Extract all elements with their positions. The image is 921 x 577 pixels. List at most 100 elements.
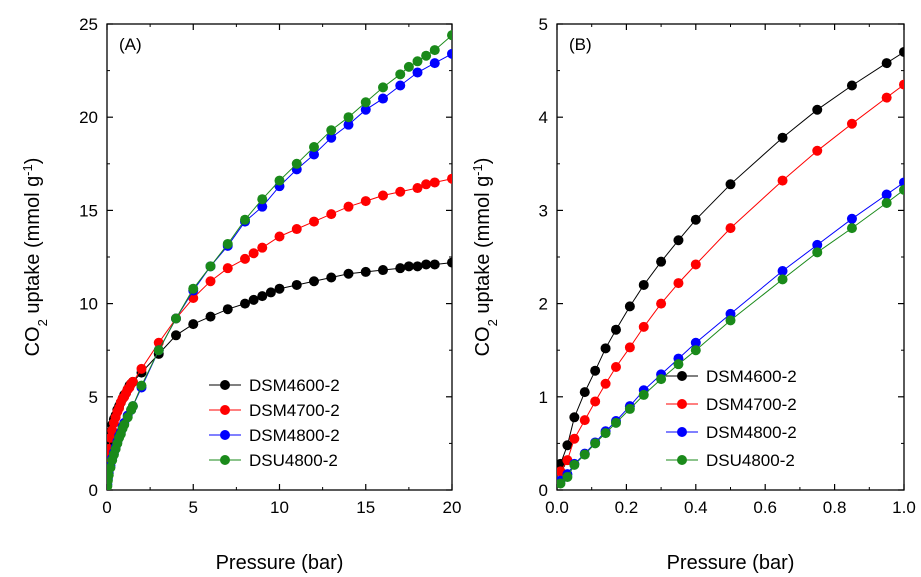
legend: DSM4600-2 DSM4700-2 DSM4800-2 DSU4800-2 [209, 376, 340, 470]
data-point [725, 179, 736, 190]
series-dsm4700-2 [107, 173, 452, 468]
data-point [274, 231, 285, 242]
data-point [899, 177, 904, 188]
data-point [610, 417, 621, 428]
data-point [274, 283, 285, 294]
legend-item: DSM4600-2 [209, 376, 340, 395]
data-point [188, 319, 199, 330]
y-tick-label: 5 [89, 388, 98, 407]
x-tick-label: 0 [102, 498, 111, 517]
data-point [205, 311, 216, 322]
data-point [378, 265, 388, 276]
x-tick-label: 0.8 [823, 498, 847, 517]
y-tick-label: 0 [89, 481, 98, 500]
legend-label: DSM4600-2 [706, 367, 797, 386]
legend-item: DSM4800-2 [209, 426, 340, 445]
data-point [569, 412, 580, 423]
data-point [610, 361, 621, 372]
data-point [846, 80, 857, 91]
data-point [343, 112, 354, 123]
legend-item: DSM4600-2 [666, 367, 797, 386]
data-point [690, 214, 701, 225]
data-point [248, 248, 259, 259]
data-point [624, 301, 635, 312]
data-point [447, 30, 452, 41]
data-point [881, 92, 892, 103]
data-point [881, 58, 892, 69]
data-point [222, 304, 233, 315]
data-point [610, 324, 621, 335]
x-tick-label: 0.2 [615, 498, 639, 517]
x-tick-label: 15 [356, 498, 375, 517]
data-point [673, 235, 684, 246]
data-point [812, 247, 823, 258]
data-point [600, 378, 611, 389]
data-point [257, 291, 268, 302]
data-point [846, 213, 857, 224]
legend: DSM4600-2 DSM4700-2 DSM4800-2 DSU4800-2 [666, 367, 797, 470]
panel-b-chart: 0.0 0.2 0.4 0.6 0.8 1.0 0 1 2 3 4 5 Pressure (bar) CO… [470, 15, 916, 574]
panel-a-chart: 0 5 10 15 20 0 5 10 15 20 25 Pressure (bar) CO2 upta… [20, 15, 462, 574]
data-point [638, 279, 649, 290]
data-point [107, 425, 118, 436]
data-point [309, 149, 319, 160]
data-point [265, 287, 276, 298]
data-point [812, 239, 823, 250]
data-point [122, 412, 133, 423]
y-tick-label: 20 [79, 108, 98, 127]
data-point [309, 216, 319, 227]
data-point [326, 272, 337, 283]
data-point [360, 104, 371, 115]
panel-label: (A) [119, 35, 142, 54]
data-point [579, 449, 590, 460]
x-tick-label: 0.0 [545, 498, 569, 517]
legend-marker [220, 380, 230, 390]
data-point [590, 396, 601, 407]
data-point [690, 259, 701, 270]
y-tick-label: 3 [539, 201, 548, 220]
legend-item: DSU4800-2 [666, 451, 795, 470]
data-point [421, 179, 432, 190]
plot-frame [106, 23, 453, 491]
data-point [421, 50, 432, 61]
legend-marker [677, 399, 687, 409]
data-point [395, 69, 406, 80]
data-point [309, 142, 319, 153]
y-tick-label: 10 [79, 295, 98, 314]
data-point [899, 46, 904, 57]
data-point [395, 263, 406, 274]
legend-label: DSM4800-2 [249, 426, 340, 445]
data-point [222, 238, 233, 249]
data-point [343, 268, 354, 279]
data-point [326, 125, 337, 136]
data-point [725, 223, 736, 234]
series-dsu4800-2 [557, 184, 904, 489]
data-point [378, 82, 388, 93]
data-point [690, 345, 701, 356]
x-tick-label: 10 [270, 498, 289, 517]
data-point [127, 401, 138, 412]
plot-frame [556, 23, 905, 491]
data-point [403, 61, 414, 72]
x-tick-label: 20 [443, 498, 462, 517]
legend-item: DSM4700-2 [209, 401, 340, 420]
data-point [248, 294, 259, 305]
data-point [136, 363, 147, 374]
data-point [257, 201, 268, 212]
legend-marker [677, 427, 687, 437]
data-point [447, 257, 452, 268]
y-tick-label: 5 [539, 15, 548, 34]
data-point [777, 132, 788, 143]
data-point [343, 201, 354, 212]
legend-item: DSM4700-2 [666, 395, 797, 414]
data-point [656, 374, 667, 385]
data-point [590, 438, 601, 449]
data-point [429, 58, 440, 69]
data-point [240, 298, 250, 309]
data-point [429, 259, 440, 270]
data-point [107, 462, 116, 473]
data-point [447, 48, 452, 59]
panel-label: (B) [569, 35, 592, 54]
data-point [899, 184, 904, 195]
